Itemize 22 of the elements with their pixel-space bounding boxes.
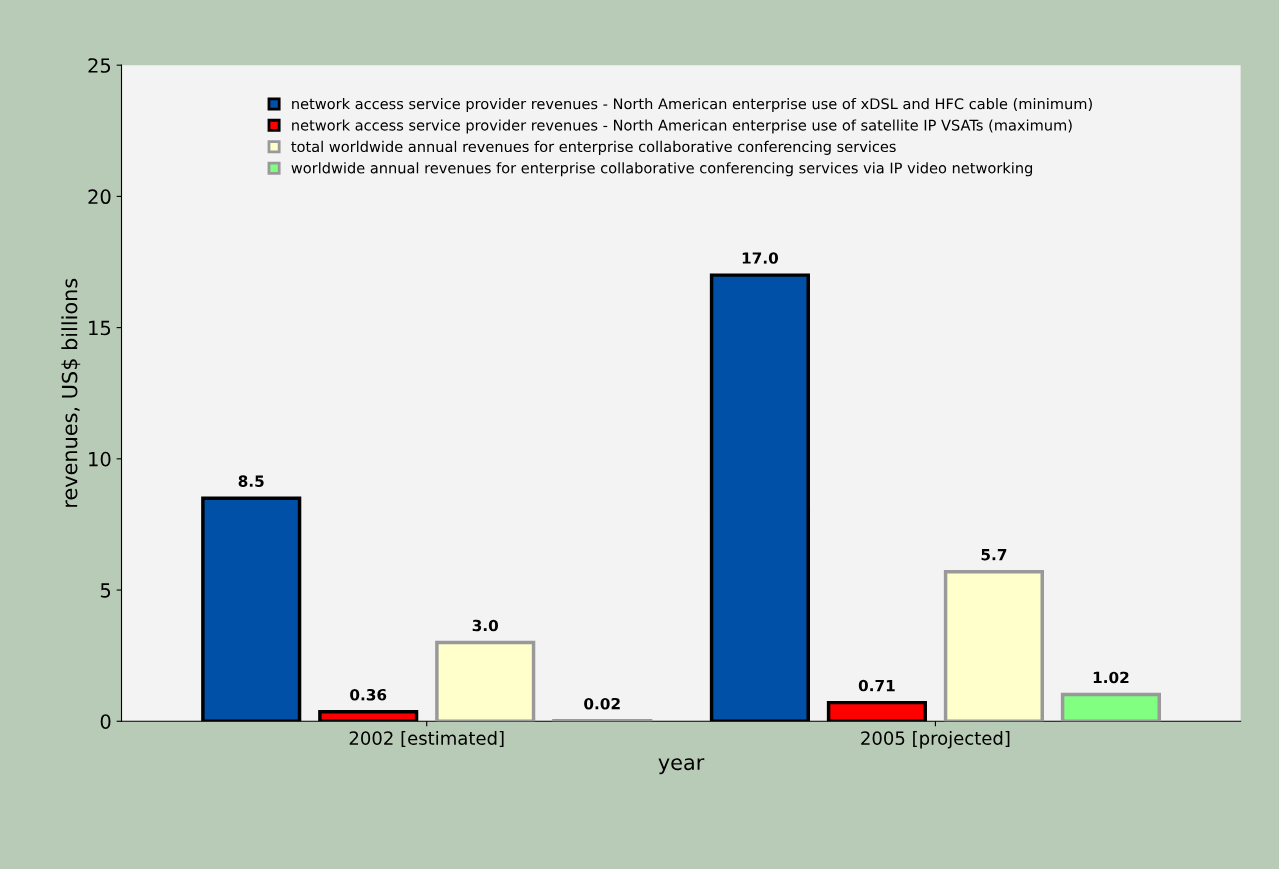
y-tick-label: 25 [88, 58, 111, 73]
y-tick-label: 5 [100, 583, 111, 598]
data-label: 17.0 [742, 252, 779, 264]
data-label: 8.5 [238, 475, 264, 487]
x-tick-label: 2002 [estimated] [349, 730, 504, 748]
data-label: 0.02 [584, 697, 620, 710]
y-axis-title: revenues, US$ billions [61, 278, 81, 507]
legend-label: total worldwide annual revenues for enterprise collaborative conferencing services [291, 140, 896, 155]
data-label: 1.02 [1093, 671, 1129, 684]
data-label: 0.36 [350, 688, 387, 701]
y-tick-label: 0 [100, 714, 111, 729]
y-tick-label: 20 [88, 189, 111, 205]
data-label: 3.0 [472, 619, 499, 632]
legend-label: worldwide annual revenues for enterprise collaborative conferencing services via IP video networking [291, 162, 1033, 177]
y-tick-label: 10 [89, 451, 111, 467]
x-axis-title: year [658, 758, 705, 775]
x-tick-label: 2005 [projected] [861, 730, 1010, 749]
data-label: 5.7 [981, 549, 1007, 561]
y-tick-label: 15 [89, 320, 111, 336]
legend-label: network access service provider revenues - North American enterprise use of xDSL and HFC cable (minimum) [292, 97, 1092, 113]
data-label: 0.71 [858, 679, 895, 692]
legend-label: network access service provider revenues - North American enterprise use of satellite IP VSATs (maximum) [292, 119, 1072, 134]
